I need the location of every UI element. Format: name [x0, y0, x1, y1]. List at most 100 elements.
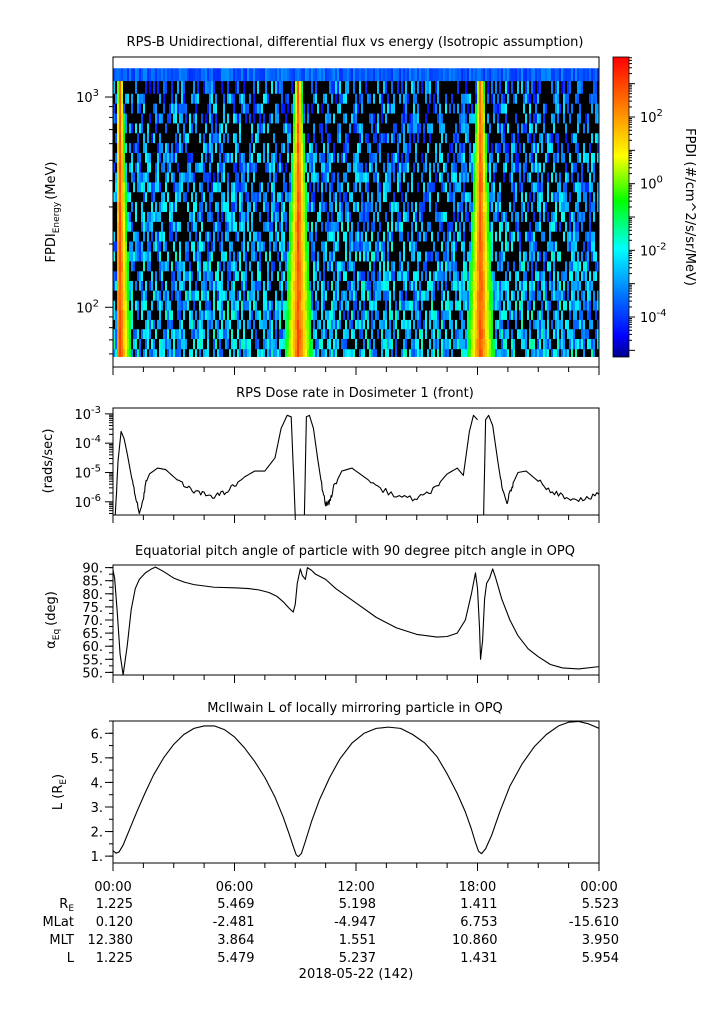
spectrogram-cell: [365, 221, 368, 232]
spectrogram-cell: [227, 68, 230, 82]
spectrogram-cell: [185, 152, 188, 163]
spectrogram-cell: [167, 251, 170, 262]
spectrogram-cell: [275, 280, 278, 291]
spectrogram-cell: [213, 80, 216, 94]
spectrogram-cell: [411, 132, 414, 144]
spectrogram-cell: [443, 113, 446, 124]
spectrogram-cell: [375, 113, 378, 124]
spectrogram-cell: [365, 152, 368, 163]
spectrogram-cell: [393, 348, 396, 357]
spectrogram-cell: [297, 280, 300, 291]
spectrogram-cell: [325, 251, 328, 262]
spectrogram-cell: [407, 211, 410, 222]
spectrogram-cell: [197, 231, 200, 242]
spectrogram-cell: [337, 231, 340, 242]
spectrogram-cell: [357, 191, 360, 203]
spectrogram-cell: [365, 328, 368, 340]
spectrogram-cell: [311, 300, 314, 311]
spectrogram-cell: [233, 310, 236, 320]
spectrogram-cell: [117, 271, 120, 281]
spectrogram-cell: [219, 310, 222, 320]
spectrogram-cell: [217, 211, 220, 222]
spectrogram-cell: [347, 328, 350, 340]
spectrogram-cell: [265, 201, 268, 212]
spectrogram-cell: [339, 300, 342, 311]
spectrogram-cell: [437, 142, 440, 153]
spectrogram-cell: [321, 271, 324, 281]
spectrogram-cell: [179, 300, 182, 311]
spectrogram-cell: [367, 251, 370, 262]
spectrogram-cell: [275, 172, 278, 183]
spectrogram-cell: [409, 103, 412, 114]
spectrogram-cell: [387, 93, 390, 104]
spectrogram-cell: [171, 231, 174, 242]
spectrogram-cell: [179, 68, 182, 82]
spectrogram-cell: [421, 319, 424, 330]
spectrogram-cell: [125, 172, 128, 183]
spectrogram-cell: [221, 211, 224, 222]
spectrogram-cell: [147, 93, 150, 104]
spectrogram-cell: [235, 211, 238, 222]
spectrogram-cell: [425, 80, 428, 94]
spectrogram-cell: [207, 231, 210, 242]
spectrogram-cell: [385, 113, 388, 124]
spectrogram-cell: [295, 211, 298, 222]
spectrogram-cell: [147, 338, 150, 350]
spectrogram-cell: [215, 290, 218, 301]
spectrogram-cell: [441, 113, 444, 124]
spectrogram-cell: [139, 221, 142, 232]
spectrogram-cell: [145, 162, 148, 173]
spectrogram-cell: [377, 182, 380, 193]
spectrogram-cell: [295, 261, 298, 272]
spectrogram-cell: [149, 211, 152, 222]
spectrogram-cell: [231, 231, 234, 242]
spectrogram-cell: [293, 132, 296, 144]
spectrogram-cell: [173, 310, 176, 320]
spectrogram-cell: [235, 172, 238, 183]
spectrogram-cell: [295, 338, 298, 350]
spectrogram-cell: [395, 221, 398, 232]
spectrogram-cell: [375, 182, 378, 193]
spectrogram-cell: [441, 271, 444, 281]
spectrogram-cell: [223, 319, 226, 330]
spectrogram-cell: [167, 103, 170, 114]
spectrogram-cell: [127, 123, 130, 134]
spectrogram-cell: [115, 338, 118, 350]
spectrogram-cell: [115, 68, 118, 82]
spectrogram-cell: [363, 261, 366, 272]
spectrogram-cell: [403, 319, 406, 330]
spectrogram-cell: [255, 191, 258, 203]
spectrogram-cell: [337, 132, 340, 144]
spectrogram-cell: [387, 172, 390, 183]
spectrogram-cell: [375, 348, 378, 357]
spectrogram-cell: [205, 300, 208, 311]
spectrogram-cell: [423, 241, 426, 252]
spectrogram-cell: [391, 251, 394, 262]
spectrogram-cell: [243, 221, 246, 232]
spectrogram-cell: [379, 338, 382, 350]
spectrogram-cell: [207, 80, 210, 94]
spectrogram-cell: [243, 211, 246, 222]
spectrogram-cell: [371, 241, 374, 252]
spectrogram-cell: [271, 68, 274, 82]
spectrogram-cell: [417, 261, 420, 272]
spectrogram-cell: [225, 142, 228, 153]
spectrogram-cell: [243, 300, 246, 311]
spectrogram-cell: [181, 152, 184, 163]
spectrogram-cell: [159, 231, 162, 242]
spectrogram-cell: [163, 113, 166, 124]
spectrogram-cell: [265, 319, 268, 330]
spectrogram-cell: [389, 172, 392, 183]
spectrogram-cell: [331, 123, 334, 134]
spectrogram-cell: [343, 300, 346, 311]
spectrogram-cell: [345, 123, 348, 134]
spectrogram-cell: [245, 123, 248, 134]
spectrogram-cell: [207, 241, 210, 252]
spectrogram-cell: [367, 221, 370, 232]
spectrogram-cell: [349, 231, 352, 242]
spectrogram-cell: [317, 328, 320, 340]
spectrogram-cell: [179, 132, 182, 144]
spectrogram-cell: [385, 261, 388, 272]
spectrogram-cell: [263, 182, 266, 193]
spectrogram-cell: [291, 328, 294, 340]
